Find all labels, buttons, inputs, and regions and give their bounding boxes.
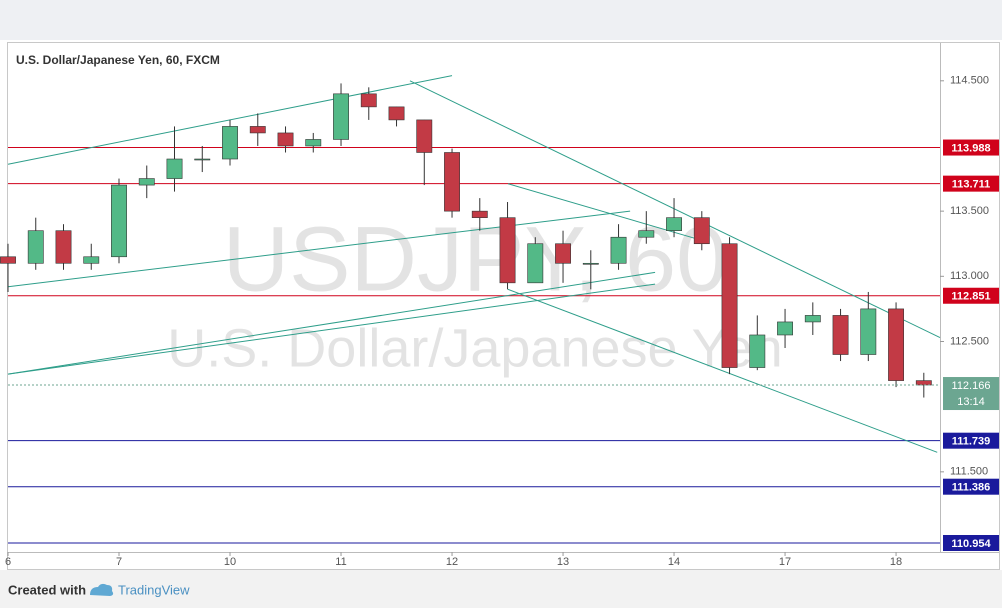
candle-body: [0, 256, 16, 264]
candle-body: [499, 217, 516, 284]
y-tick-label: 114.500: [950, 75, 989, 87]
candle-body: [527, 243, 544, 284]
footer-logo: [90, 583, 114, 596]
candle-body: [138, 178, 155, 186]
watermark-name: U.S. Dollar/Japanese Yen: [167, 318, 782, 378]
candle-body: [360, 93, 377, 108]
candle-body: [777, 321, 793, 336]
y-tick-label: 112.500: [950, 335, 989, 347]
level-label-bg: [943, 287, 999, 304]
x-tick-label: 18: [890, 556, 902, 568]
candle-body: [721, 243, 738, 368]
countdown-label: 13:14: [957, 396, 985, 408]
candle-body: [804, 315, 821, 323]
candle-body: [860, 308, 877, 355]
candle-body: [915, 380, 932, 386]
y-tick-label: 111.500: [950, 466, 988, 478]
candle-body: [610, 236, 627, 264]
logo: [90, 583, 114, 596]
trend-line: [7, 210, 631, 288]
candle-body: [693, 217, 710, 245]
candle-body: [166, 158, 183, 179]
candle-body: [471, 210, 488, 218]
trend-line: [507, 288, 938, 453]
level-label: 113.711: [952, 179, 991, 191]
last-price-bg: [943, 377, 999, 411]
x-tick-label: 11: [335, 556, 346, 568]
level-label-bg: [943, 535, 999, 552]
level-label: 111.739: [952, 436, 991, 448]
x-tick-label: 10: [224, 556, 236, 568]
x-tick-label: 13: [557, 556, 569, 568]
candle-body: [555, 243, 571, 264]
level-label-bg: [943, 139, 999, 156]
candle-body: [416, 119, 433, 153]
y-tick-label: 113.500: [950, 205, 989, 217]
y-tick-label: 113.000: [950, 270, 989, 282]
top-strip: [0, 0, 1002, 40]
candle-body: [111, 184, 127, 258]
level-label-bg: [943, 478, 999, 495]
level-label: 112.851: [951, 291, 990, 303]
chart-frame: [7, 42, 1000, 570]
footer-created: Created with: [8, 582, 86, 597]
candle-body: [444, 152, 460, 212]
x-tick-label: 14: [668, 556, 680, 568]
footer-brand[interactable]: TradingView: [118, 582, 190, 597]
candle-body: [27, 230, 44, 264]
candle-body: [388, 106, 405, 121]
candle-body: [194, 158, 211, 161]
chart-title: U.S. Dollar/Japanese Yen, 60, FXCM: [16, 53, 220, 67]
candle-body: [832, 315, 849, 355]
candle-body: [83, 256, 100, 264]
trend-line: [7, 283, 656, 375]
candle-body: [222, 126, 238, 160]
x-tick-label: 6: [5, 556, 11, 568]
candle-body: [249, 126, 266, 134]
candle-body: [666, 217, 682, 231]
trend-line: [7, 271, 656, 375]
watermark-symbol: USDJPY, 60: [223, 208, 728, 310]
candle-body: [277, 132, 294, 147]
level-label-bg: [943, 175, 999, 192]
level-label: 111.386: [952, 482, 991, 494]
x-tick-label: 17: [779, 556, 791, 568]
candle-body: [638, 230, 655, 238]
candle-body: [333, 93, 349, 140]
x-tick-label: 7: [116, 556, 122, 568]
watermark: USDJPY, 60 U.S. Dollar/Japanese Yen: [167, 208, 782, 378]
x-tick-label: 12: [446, 556, 458, 568]
footer-bg: [0, 570, 1002, 608]
candle-body: [55, 230, 72, 264]
level-label-bg: [943, 432, 999, 449]
level-label: 113.988: [951, 142, 990, 154]
candle-body: [582, 262, 599, 265]
last-price-label: 112.166: [952, 380, 991, 392]
candle-body: [305, 139, 322, 147]
candle-body: [749, 334, 766, 368]
level-label: 110.954: [951, 538, 991, 550]
trend-line: [409, 80, 941, 339]
candle-body: [888, 308, 904, 381]
